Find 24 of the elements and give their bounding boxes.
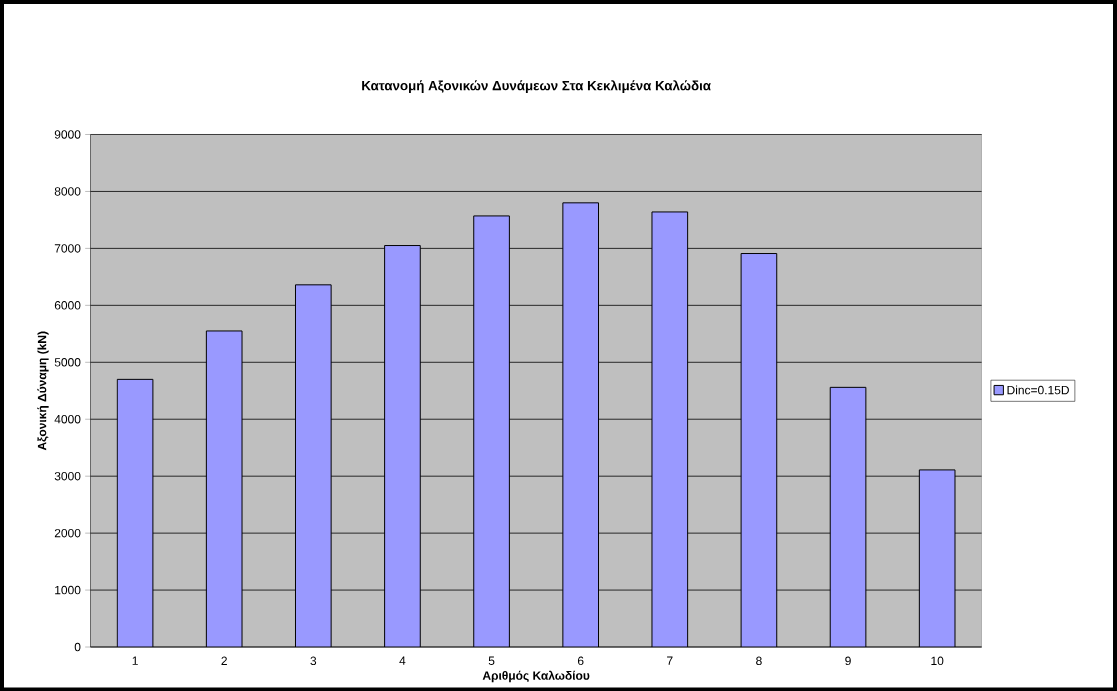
y-tick-label: 7000 [54,243,81,253]
x-tick-label: 2 [221,656,227,665]
legend-label: Dinc=0.15D [1007,385,1069,395]
y-tick-label: 5000 [54,357,81,367]
y-tick-label: 2000 [54,528,81,538]
x-tick-label: 5 [488,656,495,665]
x-tick-label: 10 [931,656,944,665]
x-tick-label: 8 [756,656,762,665]
y-tick-label: 3000 [54,471,81,481]
y-tick-label: 0 [74,642,81,652]
x-tick-label: 9 [845,656,851,665]
y-tick-label: 6000 [54,300,81,310]
x-tick-label: 6 [577,656,584,665]
y-tick-label: 8000 [54,187,81,196]
chart-title: Κατανομή Αξονικών Δυνάμεων Στα Κεκλιμένα Καλώδια [362,79,711,93]
y-tick-label: 9000 [54,130,81,139]
x-tick-label: 4 [399,656,406,665]
x-axis-title: Αριθμός Καλωδίου [482,670,590,682]
x-tick-label: 7 [667,656,673,665]
y-axis-title: Αξονική Δύναμη (kN) [37,331,49,450]
x-tick-label: 3 [310,656,317,665]
x-tick-label: 1 [132,656,138,665]
y-tick-label: 4000 [54,414,81,424]
y-tick-label: 1000 [55,585,81,595]
